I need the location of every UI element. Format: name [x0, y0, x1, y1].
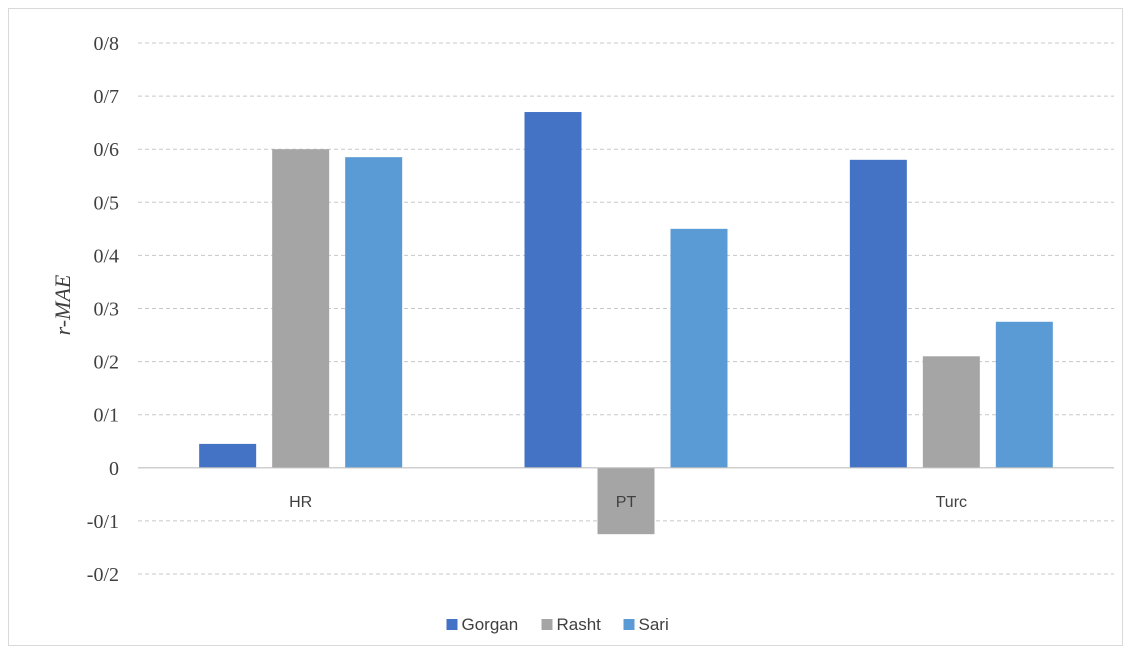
legend-swatch-gorgan: [446, 619, 458, 630]
y-tick-labels: 0/8 0/7 0/6 0/5 0/4 0/3 0/2 0/1 0 -0/1 -0/2: [87, 33, 119, 586]
bar-gorgan-pt: [524, 112, 582, 468]
y-tick-label: 0: [109, 458, 119, 480]
category-label: HR: [289, 494, 312, 511]
y-tick-label: 0/7: [93, 86, 119, 108]
category-label: PT: [616, 494, 637, 511]
bar-sari-turc: [995, 321, 1053, 468]
legend: Gorgan Rasht Sari: [446, 615, 669, 634]
legend-label-rasht: Rasht: [557, 615, 602, 634]
bar-sari-pt: [670, 228, 728, 468]
category-label: Turc: [936, 494, 967, 511]
bar-gorgan-hr: [199, 443, 257, 468]
y-tick-label: 0/1: [93, 405, 119, 427]
y-tick-label: -0/1: [87, 511, 119, 533]
legend-label-sari: Sari: [639, 615, 669, 634]
legend-swatch-sari: [623, 619, 635, 630]
bar-gorgan-turc: [849, 159, 907, 468]
legend-label-gorgan: Gorgan: [462, 615, 519, 634]
y-tick-label: -0/2: [87, 564, 119, 586]
bar-rasht-turc: [922, 356, 980, 468]
y-tick-label: 0/3: [93, 299, 119, 321]
y-tick-label: 0/5: [93, 192, 119, 214]
category-labels: HR PT Turc: [289, 494, 967, 511]
bar-rasht-hr: [272, 149, 330, 468]
bars: [199, 112, 1053, 535]
legend-swatch-rasht: [541, 619, 553, 630]
y-tick-label: 0/2: [93, 352, 119, 374]
bar-sari-hr: [345, 157, 403, 468]
bar-rasht-pt: [597, 467, 655, 535]
y-tick-label: 0/8: [93, 33, 119, 55]
y-tick-label: 0/6: [93, 139, 119, 161]
y-tick-label: 0/4: [93, 245, 119, 267]
y-axis-label: r-MAE: [50, 274, 75, 335]
